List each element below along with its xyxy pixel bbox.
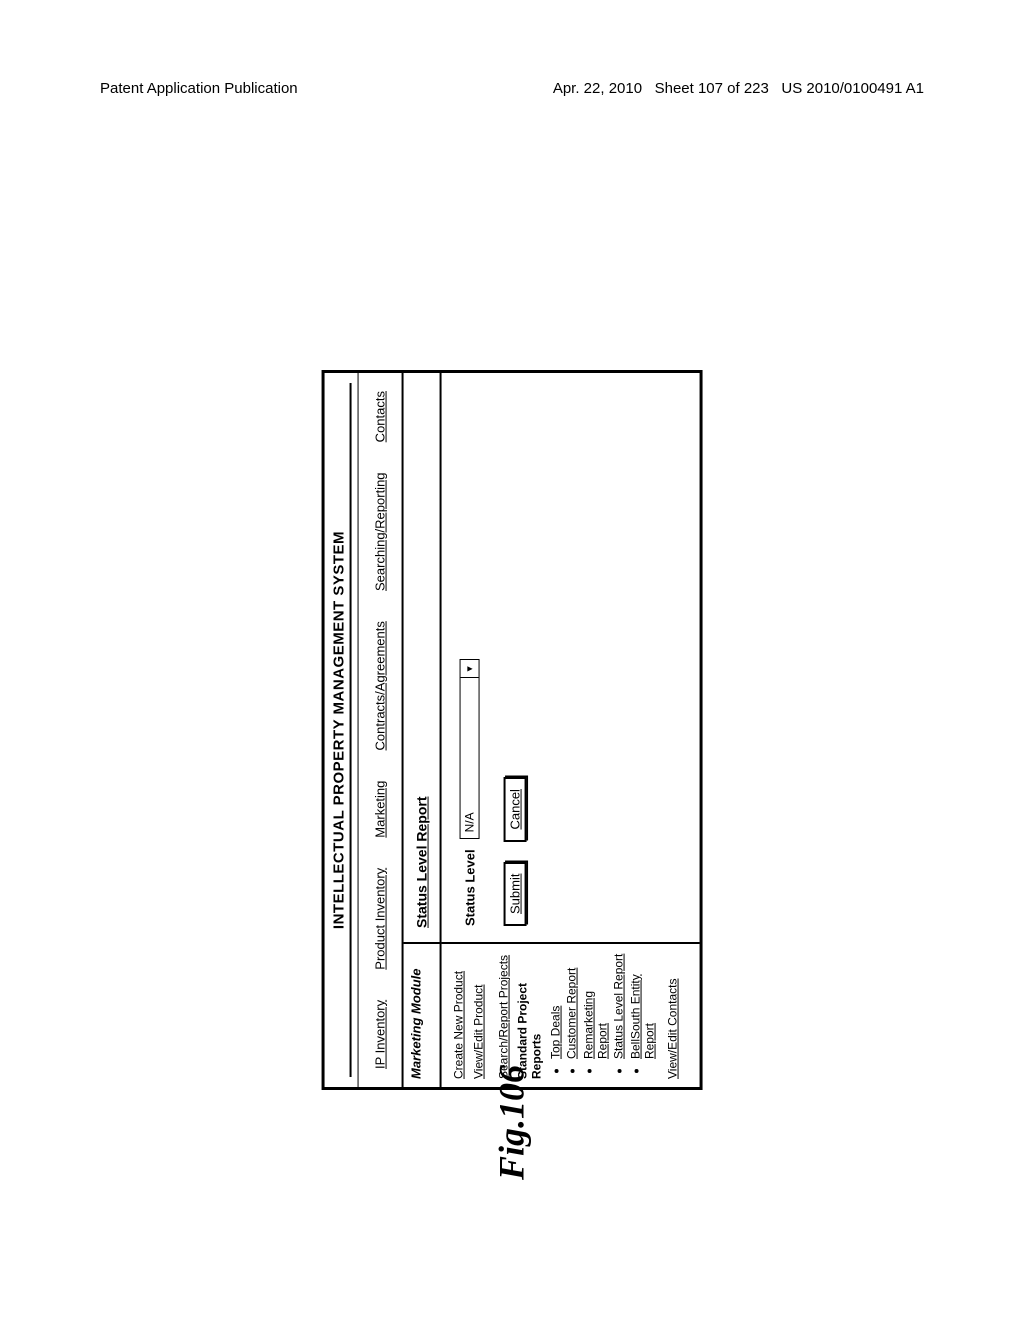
chevron-down-icon[interactable]: ▼ (461, 660, 479, 678)
sidebar-standard-reports-title: Standard Project Reports (517, 952, 545, 1079)
nav-contacts[interactable]: Contacts (373, 391, 388, 442)
nav-searching[interactable]: Searching/Reporting (373, 472, 388, 591)
list-item: Top Deals (548, 952, 562, 1059)
sidebar-report-status-level[interactable]: Status Level Report (612, 954, 626, 1059)
sidebar: Create New Product View/Edit Product Sea… (442, 942, 700, 1087)
list-item: Customer Report (565, 952, 579, 1059)
title-band: INTELLECTUAL PROPERTY MANAGEMENT SYSTEM (325, 373, 359, 1087)
main-heading: Status Level Report (404, 373, 442, 942)
nav-marketing[interactable]: Marketing (373, 781, 388, 838)
nav-ip-inventory[interactable]: IP Inventory (373, 1000, 388, 1069)
cancel-button[interactable]: Cancel (504, 777, 527, 841)
submit-button[interactable]: Submit (504, 862, 527, 926)
sidebar-reports-list: Top Deals Customer Report Remarketing Re… (548, 952, 657, 1059)
nav-contracts[interactable]: Contracts/Agreements (373, 621, 388, 750)
header-right: Apr. 22, 2010 Sheet 107 of 223 US 2010/0… (553, 80, 924, 97)
sidebar-search-report-projects[interactable]: Search/Report Projects (496, 952, 510, 1079)
list-item: Remarketing Report (581, 952, 610, 1059)
sidebar-module-title: Marketing Module (404, 942, 442, 1087)
status-level-label: Status Level (462, 849, 477, 926)
nav-product-inventory[interactable]: Product Inventory (373, 868, 388, 970)
top-nav: IP Inventory Product Inventory Marketing… (359, 373, 402, 1087)
list-item: Status Level Report (612, 952, 626, 1059)
status-level-row: Status Level N/A ▼ (460, 389, 480, 926)
list-item: BellSouth Entity Report (628, 952, 657, 1059)
sidebar-view-edit-product[interactable]: View/Edit Product (472, 952, 486, 1079)
page-container: Patent Application Publication Apr. 22, … (0, 0, 1024, 1320)
app-frame: INTELLECTUAL PROPERTY MANAGEMENT SYSTEM … (322, 370, 703, 1090)
sidebar-view-edit-contacts[interactable]: View/Edit Contacts (665, 952, 679, 1079)
main-panel: Status Level N/A ▼ Submit Cancel (442, 373, 700, 942)
header-left: Patent Application Publication (100, 80, 298, 97)
body-header-row: Marketing Module Status Level Report (402, 373, 442, 1087)
sidebar-report-remarketing[interactable]: Remarketing Report (581, 991, 609, 1059)
body-content-row: Create New Product View/Edit Product Sea… (442, 373, 700, 1087)
button-row: Submit Cancel (504, 389, 527, 926)
app-title: INTELLECTUAL PROPERTY MANAGEMENT SYSTEM (331, 383, 352, 1077)
sidebar-create-new-product[interactable]: Create New Product (452, 952, 466, 1079)
status-level-dropdown[interactable]: N/A ▼ (460, 659, 480, 839)
page-header: Patent Application Publication Apr. 22, … (100, 80, 924, 97)
figure-label: Fig.106 (491, 1065, 533, 1180)
status-level-value: N/A (461, 678, 479, 838)
sidebar-report-customer[interactable]: Customer Report (565, 968, 579, 1059)
sidebar-report-bellsouth-entity[interactable]: BellSouth Entity Report (628, 974, 656, 1059)
rotated-figure-wrap: Fig.106 INTELLECTUAL PROPERTY MANAGEMENT… (322, 230, 703, 1090)
sidebar-report-top-deals[interactable]: Top Deals (548, 1006, 562, 1059)
